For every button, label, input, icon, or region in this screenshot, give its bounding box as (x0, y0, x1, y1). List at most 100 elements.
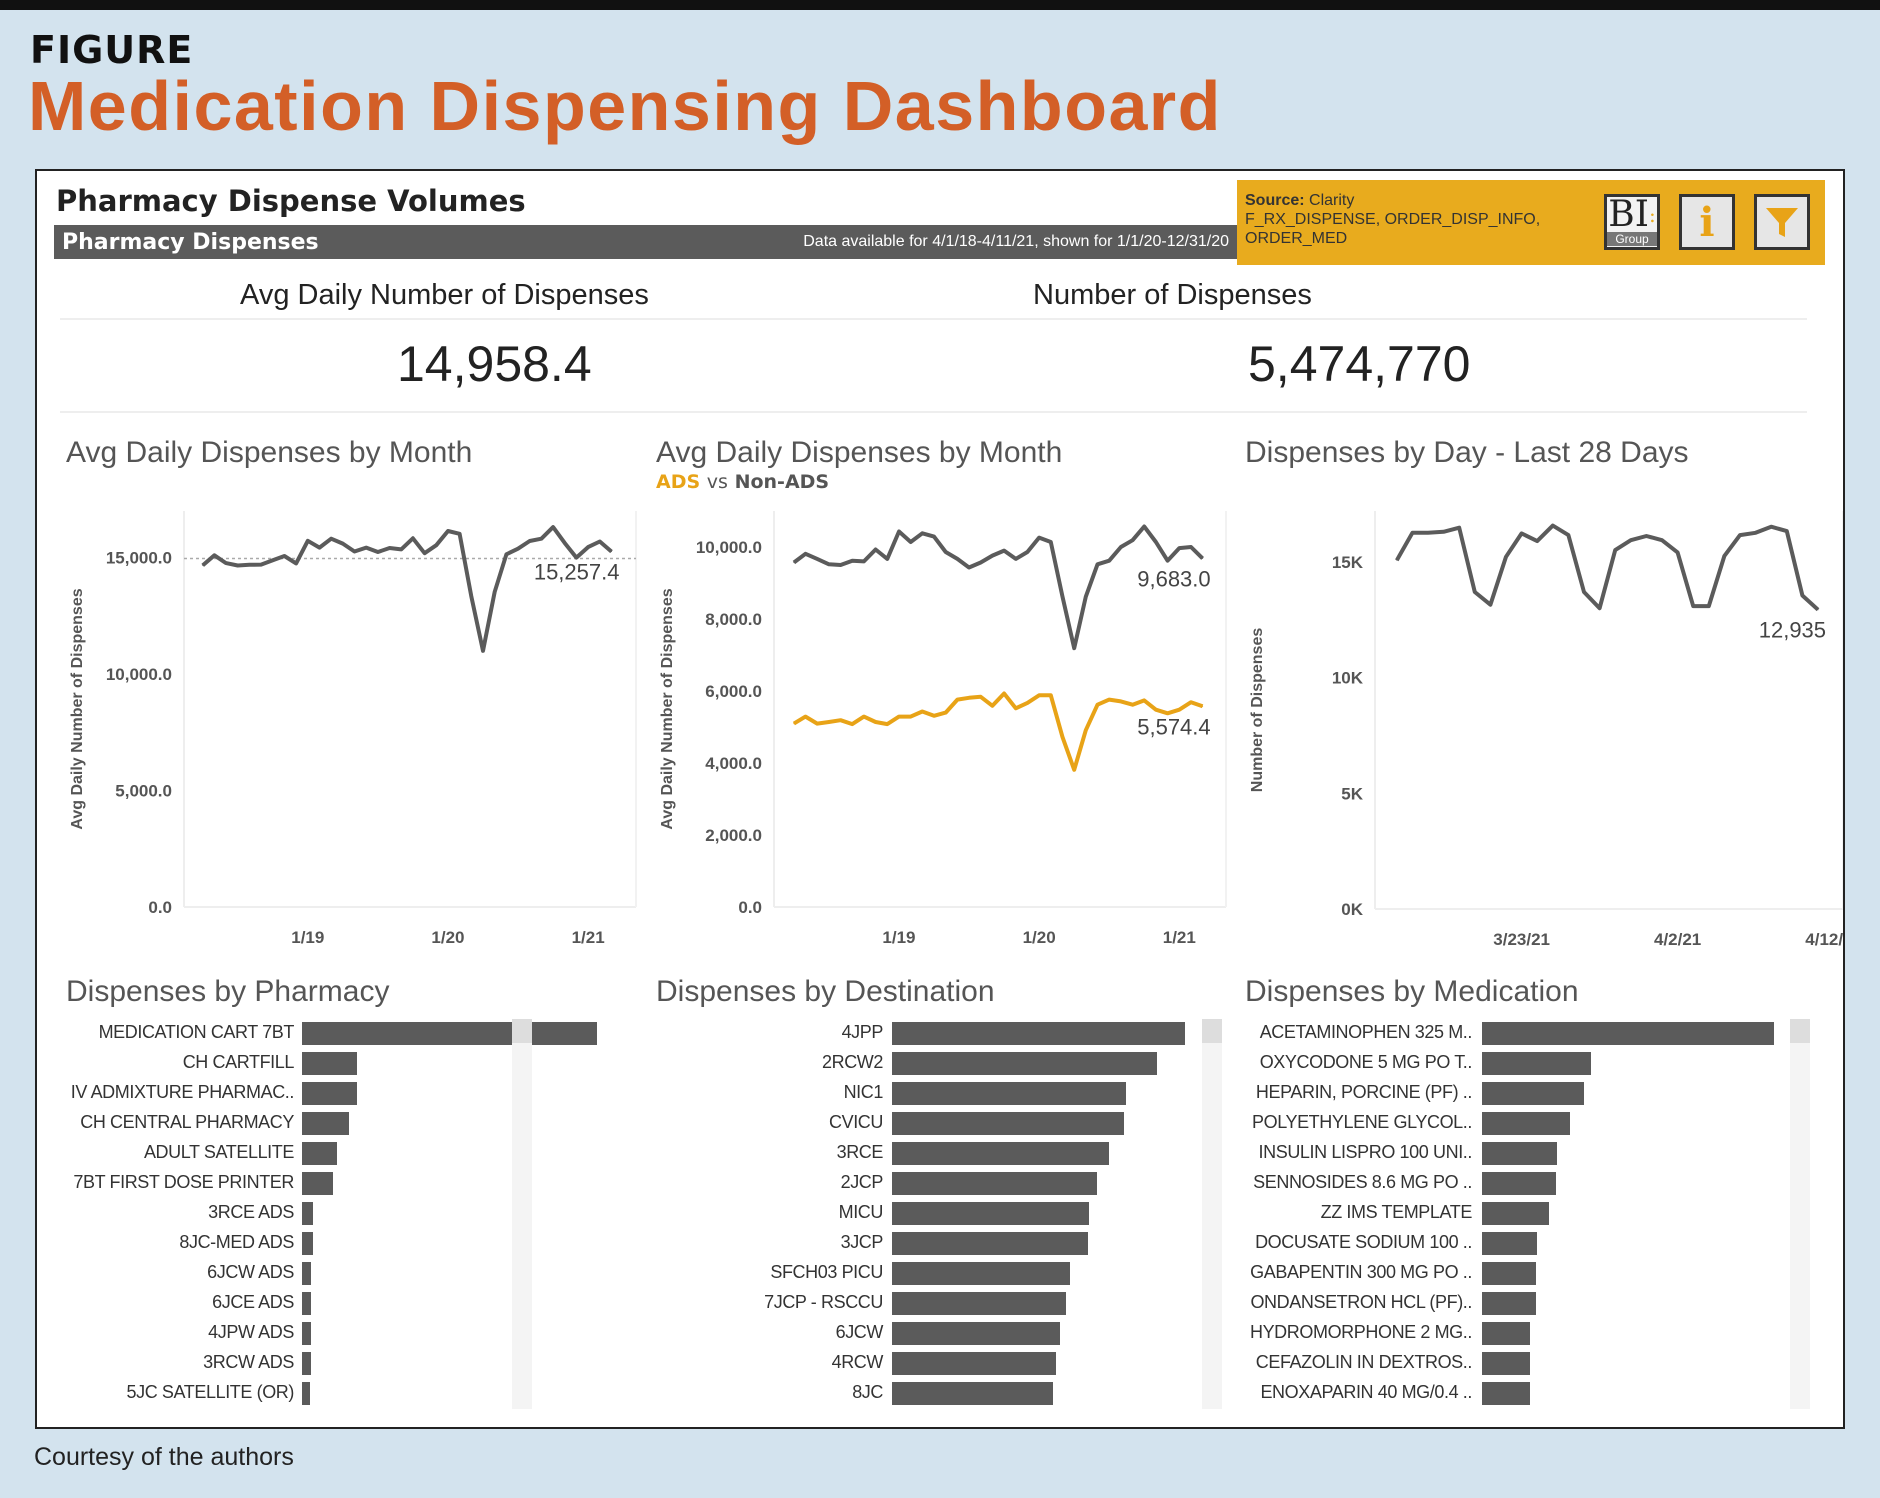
x-tick-label: 1/19 (291, 928, 324, 947)
bar[interactable] (1482, 1292, 1536, 1315)
data-point (517, 548, 519, 550)
line-chart-ads-vs-nonads: 0.0 2,000.0 4,000.0 6,000.0 8,000.0 10,000.0 1… (659, 511, 1227, 947)
bar[interactable] (1482, 1142, 1558, 1165)
data-point (816, 558, 818, 560)
y-tick-label: 15,000.0 (106, 549, 172, 568)
bar[interactable] (892, 1232, 1088, 1255)
bar[interactable] (892, 1322, 1061, 1345)
info-button[interactable]: i (1679, 194, 1735, 250)
bar[interactable] (1482, 1112, 1570, 1135)
data-point (851, 723, 853, 725)
data-point (225, 562, 227, 564)
bar[interactable] (302, 1082, 358, 1105)
bar[interactable] (892, 1022, 1185, 1045)
bar-label: 3RCE (836, 1142, 884, 1162)
y-tick-label: 10K (1332, 669, 1364, 688)
data-point (1038, 537, 1040, 539)
bar-label: 6JCW ADS (207, 1262, 294, 1282)
y-tick-label: 0K (1341, 900, 1363, 919)
bar-label: GABAPENTIN 300 MG PO .. (1250, 1262, 1472, 1282)
bar[interactable] (1482, 1172, 1557, 1195)
data-point (1583, 591, 1585, 593)
bar[interactable] (302, 1262, 312, 1285)
bar[interactable] (892, 1082, 1127, 1105)
bar[interactable] (302, 1322, 312, 1345)
bi-group-button[interactable]: BI: Group (1604, 194, 1660, 250)
y-tick-label: 10,000.0 (106, 665, 172, 684)
source-tables-line1: F_RX_DISPENSE, ORDER_DISP_INFO, (1245, 211, 1541, 228)
kpi-avg-daily-value: 14,958.4 (397, 336, 592, 392)
data-point (945, 551, 947, 553)
data-point (1097, 704, 1099, 706)
bar-label: ZZ IMS TEMPLATE (1320, 1202, 1473, 1222)
data-point (933, 536, 935, 538)
bar-label: ENOXAPARIN 40 MG/0.4 .. (1260, 1382, 1472, 1402)
bar[interactable] (302, 1172, 333, 1195)
x-tick-label: 1/20 (1023, 928, 1056, 947)
data-point (828, 563, 830, 565)
bi-group-text: Group (1607, 232, 1657, 246)
data-point (828, 721, 830, 723)
bar[interactable] (302, 1232, 313, 1255)
bar[interactable] (892, 1052, 1158, 1075)
bar[interactable] (892, 1292, 1067, 1315)
scrollbar-thumb[interactable] (1790, 1019, 1810, 1043)
bar[interactable] (892, 1142, 1110, 1165)
end-value-label: 15,257.4 (534, 560, 620, 585)
data-point (980, 561, 982, 563)
legend-vs: vs (706, 471, 728, 493)
bar[interactable] (302, 1142, 338, 1165)
bar[interactable] (302, 1052, 358, 1075)
chart-subtitle: ADS vs Non-ADS (656, 471, 829, 493)
bar[interactable] (892, 1202, 1089, 1225)
bar[interactable] (1482, 1262, 1536, 1285)
bar-label: HYDROMORPHONE 2 MG.. (1249, 1322, 1472, 1342)
data-point (968, 567, 970, 569)
top-rule (0, 0, 1880, 10)
data-point (910, 716, 912, 718)
bar[interactable] (302, 1112, 350, 1135)
data-point (1108, 699, 1110, 701)
filter-button[interactable] (1754, 194, 1810, 250)
bar[interactable] (1482, 1202, 1550, 1225)
scrollbar[interactable] (512, 1019, 532, 1409)
bar[interactable] (302, 1022, 597, 1045)
scrollbar[interactable] (1202, 1019, 1222, 1409)
data-point (213, 554, 215, 556)
data-point (377, 551, 379, 553)
bar-label: ADULT SATELLITE (143, 1142, 294, 1162)
source-tables-line2: ORDER_MED (1245, 230, 1348, 247)
data-point (470, 595, 472, 597)
x-tick-label: 1/21 (572, 928, 605, 947)
bar[interactable] (1482, 1232, 1538, 1255)
bar[interactable] (892, 1352, 1057, 1375)
data-point (202, 564, 204, 566)
scrollbar[interactable] (1790, 1019, 1810, 1409)
bar[interactable] (892, 1112, 1124, 1135)
bar[interactable] (1482, 1322, 1531, 1345)
bar[interactable] (1482, 1352, 1530, 1375)
bar-label: 6JCW (835, 1322, 884, 1342)
bar[interactable] (1482, 1052, 1592, 1075)
bar[interactable] (892, 1382, 1053, 1405)
bar-label: MEDICATION CART 7BT (98, 1022, 295, 1042)
data-point (1552, 525, 1554, 527)
scrollbar-thumb[interactable] (1202, 1019, 1222, 1043)
courtesy-credit: Courtesy of the authors (34, 1443, 294, 1471)
data-point (1143, 699, 1145, 701)
data-point (805, 553, 807, 555)
bar-label: 8JC (852, 1382, 883, 1402)
bi-logo-text: BI (1608, 194, 1649, 235)
bar[interactable] (302, 1292, 312, 1315)
bar[interactable] (302, 1382, 310, 1405)
bar[interactable] (302, 1202, 313, 1225)
bar[interactable] (302, 1352, 311, 1375)
data-point (1411, 532, 1413, 534)
bar[interactable] (1482, 1382, 1530, 1405)
bar[interactable] (892, 1262, 1070, 1285)
bar[interactable] (1482, 1022, 1774, 1045)
bar[interactable] (892, 1172, 1098, 1195)
scrollbar-thumb[interactable] (512, 1019, 532, 1043)
bar-label: 4RCW (831, 1352, 884, 1372)
bar[interactable] (1482, 1082, 1584, 1105)
